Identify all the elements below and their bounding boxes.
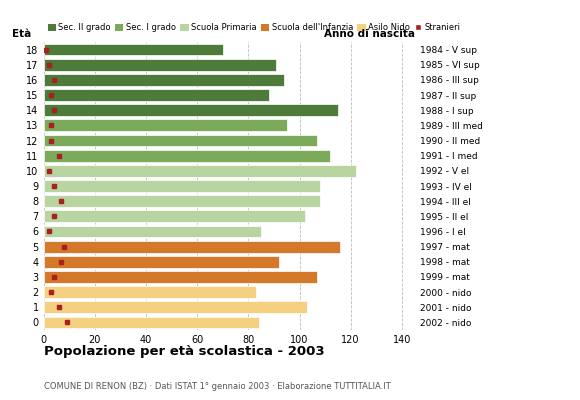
Bar xyxy=(44,44,223,56)
Text: Anno di nascita: Anno di nascita xyxy=(324,29,415,39)
Bar xyxy=(44,135,317,146)
Bar xyxy=(44,316,259,328)
Bar xyxy=(44,104,338,116)
Text: Popolazione per età scolastica - 2003: Popolazione per età scolastica - 2003 xyxy=(44,345,324,358)
Bar xyxy=(44,180,320,192)
Bar xyxy=(44,59,277,71)
Text: Età: Età xyxy=(12,29,31,39)
Legend: Sec. II grado, Sec. I grado, Scuola Primaria, Scuola dell'Infanzia, Asilo Nido, : Sec. II grado, Sec. I grado, Scuola Prim… xyxy=(48,23,461,32)
Bar xyxy=(44,241,340,252)
Text: COMUNE DI RENON (BZ) · Dati ISTAT 1° gennaio 2003 · Elaborazione TUTTITALIA.IT: COMUNE DI RENON (BZ) · Dati ISTAT 1° gen… xyxy=(44,382,390,391)
Bar xyxy=(44,120,287,131)
Bar xyxy=(44,286,256,298)
Bar xyxy=(44,301,307,313)
Bar xyxy=(44,210,304,222)
Bar xyxy=(44,89,269,101)
Bar xyxy=(44,271,317,283)
Bar xyxy=(44,256,279,268)
Bar xyxy=(44,165,356,177)
Bar xyxy=(44,74,284,86)
Bar xyxy=(44,195,320,207)
Bar xyxy=(44,226,261,237)
Bar xyxy=(44,150,330,162)
